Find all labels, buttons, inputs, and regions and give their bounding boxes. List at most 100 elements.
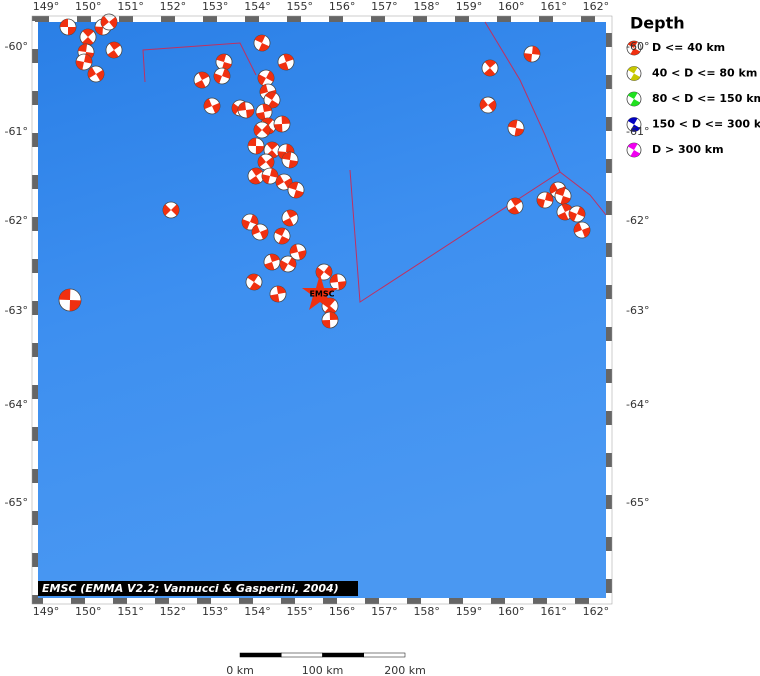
ball-quad bbox=[514, 128, 524, 136]
lon-label-top: 156° bbox=[329, 0, 356, 13]
ball-quad bbox=[574, 222, 582, 233]
lon-label-bottom: 162° bbox=[583, 605, 610, 618]
ball-quad bbox=[265, 92, 277, 100]
ball-quad bbox=[630, 99, 641, 106]
ball-quad bbox=[194, 80, 206, 88]
lon-label-bottom: 152° bbox=[160, 605, 187, 618]
ball-quad bbox=[286, 210, 298, 218]
ball-quad bbox=[484, 60, 497, 68]
beachball bbox=[523, 45, 541, 63]
ball-quad bbox=[266, 157, 274, 169]
ball-quad bbox=[261, 118, 274, 126]
ball-quad bbox=[630, 73, 641, 81]
ball-quad bbox=[216, 54, 227, 62]
beachball bbox=[247, 137, 265, 155]
ball-quad bbox=[274, 124, 283, 132]
lat-label-right: -62° bbox=[626, 214, 649, 227]
legend-label: D <= 40 km bbox=[652, 41, 725, 54]
ball-quad bbox=[262, 124, 270, 136]
ball-quad bbox=[555, 188, 566, 196]
lon-label-bottom: 149° bbox=[33, 605, 60, 618]
beachball bbox=[215, 53, 233, 71]
legend-label: 80 < D <= 150 km bbox=[652, 92, 760, 105]
ball-quad bbox=[270, 294, 280, 302]
scale-label: 100 km bbox=[302, 664, 344, 676]
ball-quad bbox=[532, 46, 540, 55]
ball-quad bbox=[276, 286, 286, 294]
ball-quad bbox=[76, 60, 84, 70]
ball-quad bbox=[560, 196, 571, 204]
lat-label-right: -64° bbox=[626, 398, 649, 411]
lon-label-top: 160° bbox=[498, 0, 525, 13]
legend-title: Depth bbox=[630, 14, 685, 33]
ball-quad bbox=[269, 254, 280, 262]
lon-label-bottom: 156° bbox=[329, 605, 356, 618]
ball-quad bbox=[109, 42, 121, 50]
ball-quad bbox=[212, 102, 220, 114]
ball-quad bbox=[288, 160, 298, 168]
ball-quad bbox=[59, 289, 71, 300]
ball-quad bbox=[84, 54, 92, 64]
beachball bbox=[251, 223, 269, 241]
lon-label-top: 149° bbox=[33, 0, 60, 13]
frame-outline bbox=[31, 15, 613, 605]
lon-label-top: 161° bbox=[540, 0, 567, 13]
ball-quad bbox=[561, 204, 573, 212]
plate-boundary bbox=[142, 42, 257, 83]
lon-label-top: 159° bbox=[456, 0, 483, 13]
ball-quad bbox=[222, 68, 230, 79]
ball-quad bbox=[246, 109, 254, 118]
ball-quad bbox=[204, 98, 212, 110]
scale-segment bbox=[363, 652, 406, 658]
lon-label-bottom: 154° bbox=[244, 605, 271, 618]
beachball bbox=[255, 103, 273, 121]
legend-label: 40 < D <= 80 km bbox=[652, 67, 757, 80]
beachball bbox=[162, 201, 180, 219]
ball-quad bbox=[283, 54, 294, 62]
beachball bbox=[257, 69, 275, 87]
ball-quad bbox=[264, 262, 275, 270]
beachball bbox=[269, 285, 287, 303]
ball-quad bbox=[537, 198, 545, 208]
beachball bbox=[263, 91, 281, 109]
beachball bbox=[287, 181, 305, 199]
ball-quad bbox=[276, 175, 284, 186]
lon-label-bottom: 158° bbox=[413, 605, 440, 618]
ball-quad bbox=[298, 250, 306, 260]
ball-quad bbox=[278, 236, 290, 244]
ball-quad bbox=[266, 70, 274, 82]
beachball bbox=[193, 71, 211, 89]
lon-label-bottom: 151° bbox=[117, 605, 144, 618]
legend: D <= 40 km 40 < D <= 80 km 80 < D <= 150 k… bbox=[626, 40, 760, 158]
ball-quad bbox=[260, 229, 268, 240]
ball-quad bbox=[330, 274, 338, 283]
beachball bbox=[105, 41, 123, 59]
ball-quad bbox=[630, 48, 641, 55]
ball-quad bbox=[483, 68, 496, 76]
lon-label-top: 162° bbox=[583, 0, 610, 13]
lon-label-bottom: 153° bbox=[202, 605, 229, 618]
ball-quad bbox=[242, 219, 250, 230]
ball-quad bbox=[250, 214, 258, 225]
ball-quad bbox=[254, 35, 266, 43]
ball-quad bbox=[255, 146, 264, 154]
ball-quad bbox=[109, 16, 117, 29]
scale-segment bbox=[281, 652, 323, 658]
beachball bbox=[281, 151, 299, 169]
beachball bbox=[203, 97, 221, 115]
ball-quad bbox=[88, 67, 96, 79]
ball-quad bbox=[282, 152, 292, 160]
ball-quad bbox=[627, 92, 638, 99]
beachball bbox=[237, 101, 255, 119]
ball-quad bbox=[247, 274, 259, 282]
lat-label-left: -62° bbox=[5, 214, 28, 227]
ball-quad bbox=[557, 212, 569, 220]
ball-quad bbox=[627, 143, 638, 150]
ball-quad bbox=[78, 44, 88, 52]
ball-quad bbox=[69, 300, 81, 311]
ball-quad bbox=[82, 37, 94, 45]
beachball bbox=[213, 67, 231, 85]
ball-quad bbox=[60, 19, 68, 27]
lon-label-top: 150° bbox=[75, 0, 102, 13]
ball-quad bbox=[550, 183, 558, 194]
